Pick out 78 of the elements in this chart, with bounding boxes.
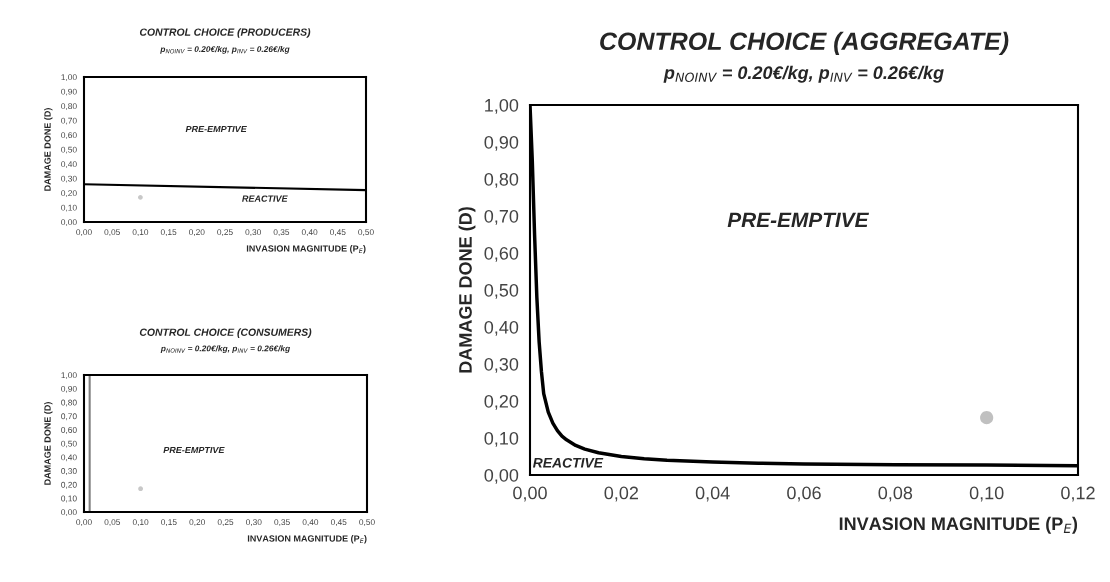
x-tick-label: 0,10	[969, 486, 1004, 502]
y-tick-label: 0,30	[61, 468, 77, 475]
chart-title: CONTROL CHOICE (PRODUCERS)	[139, 28, 311, 38]
x-tick-label: 0,50	[358, 229, 374, 237]
y-axis-title: DAMAGE DONE (D)	[44, 402, 53, 485]
x-tick-label: 0,00	[513, 486, 547, 502]
y-tick-label: 0,30	[484, 357, 519, 373]
y-tick-label: 0,80	[61, 103, 77, 111]
x-tick-label: 0,05	[104, 229, 120, 237]
x-tick-label: 0,30	[245, 229, 261, 237]
y-tick-label: 0,30	[61, 175, 77, 183]
y-tick-label: 0,20	[61, 190, 77, 198]
annotation: REACTIVE	[532, 457, 604, 468]
x-tick-label: 0,30	[246, 519, 262, 527]
x-tick-label: 0,25	[217, 229, 233, 237]
x-tick-label: 0,35	[273, 229, 290, 237]
y-tick-label: 0,10	[484, 431, 519, 447]
x-tick-label: 0,45	[330, 229, 346, 237]
x-tick-label: 0,40	[301, 229, 318, 237]
chart-title: CONTROL CHOICE (CONSUMERS)	[139, 328, 312, 339]
x-tick-label: 0,06	[787, 486, 821, 502]
y-tick-label: 0,40	[61, 161, 77, 169]
y-tick-label: 0,10	[61, 204, 77, 212]
x-tick-label: 0,20	[189, 519, 205, 527]
y-tick-label: 0,70	[61, 413, 77, 421]
y-tick-label: 0,40	[61, 454, 77, 462]
x-tick-label: 0,20	[189, 229, 205, 237]
y-tick-label: 0,60	[61, 427, 77, 434]
x-tick-label: 0,05	[104, 519, 121, 527]
x-tick-label: 0,10	[132, 519, 149, 527]
chart-title: CONTROL CHOICE (AGGREGATE)	[600, 31, 1009, 56]
chart-subtitle: p$_{NOINV}$ = 0.20€/kg, p$_{INV}$ = 0.26€/kg	[663, 65, 944, 83]
y-tick-label: 0,50	[61, 146, 77, 154]
x-tick-label: 0,40	[302, 519, 319, 527]
x-tick-label: 0,45	[330, 519, 347, 527]
annotation: REACTIVE	[242, 195, 288, 202]
annotation: PRE-EMPTIVE	[163, 446, 225, 454]
y-tick-label: 0,60	[484, 246, 519, 262]
y-tick-label: 0,60	[61, 132, 77, 140]
x-tick-label: 0,15	[161, 519, 177, 527]
y-tick-label: 0,90	[61, 385, 77, 393]
x-tick-label: 0,50	[359, 519, 375, 527]
x-tick-label: 0,15	[160, 229, 177, 237]
y-tick-label: 1,00	[61, 74, 77, 82]
x-tick-label: 0,12	[1061, 486, 1095, 502]
y-tick-label: 0,40	[484, 320, 519, 336]
x-axis-title: INVASION MAGNITUDE (P$_{E}$)	[839, 516, 1078, 534]
y-tick-label: 0,90	[484, 135, 519, 151]
x-tick-label: 0,02	[604, 486, 638, 502]
x-tick-label: 0,04	[695, 486, 730, 502]
x-tick-label: 0,25	[217, 519, 234, 527]
x-tick-label: 0,08	[878, 486, 913, 502]
x-tick-label: 0,00	[76, 519, 92, 527]
x-tick-label: 0,35	[274, 519, 290, 527]
annotation: PRE-EMPTIVE	[727, 212, 870, 228]
y-tick-label: 0,00	[484, 468, 519, 484]
y-tick-label: 0,00	[61, 219, 77, 227]
y-tick-label: 1,00	[61, 372, 77, 380]
y-tick-label: 0,00	[61, 509, 77, 517]
y-tick-label: 0,90	[61, 88, 77, 96]
annotation: PRE-EMPTIVE	[185, 125, 247, 133]
x-axis-title: INVASION MAGNITUDE (P$_{E}$)	[247, 535, 367, 544]
y-tick-label: 0,50	[484, 283, 519, 299]
y-tick-label: 0,20	[61, 481, 77, 489]
y-tick-label: 0,20	[484, 394, 519, 410]
y-tick-label: 0,80	[61, 399, 77, 407]
y-axis-title: DAMAGE DONE (D)	[44, 108, 53, 191]
y-axis-title: DAMAGE DONE (D)	[458, 207, 476, 373]
y-tick-label: 0,70	[484, 209, 519, 225]
y-tick-label: 0,70	[61, 117, 77, 125]
x-axis-title: INVASION MAGNITUDE (P$_{E}$)	[246, 245, 366, 254]
y-tick-label: 0,80	[484, 172, 519, 188]
y-tick-label: 1,00	[485, 98, 519, 114]
chart-subtitle: p$_{NOINV}$ = 0.20€/kg, p$_{INV}$ = 0.26€/kg	[160, 345, 290, 354]
y-tick-label: 0,50	[61, 440, 77, 448]
chart-subtitle: p$_{NOINV}$ = 0.20€/kg, p$_{INV}$ = 0.26€/kg	[160, 45, 290, 54]
x-tick-label: 0,00	[76, 229, 92, 237]
x-tick-label: 0,10	[132, 229, 149, 237]
